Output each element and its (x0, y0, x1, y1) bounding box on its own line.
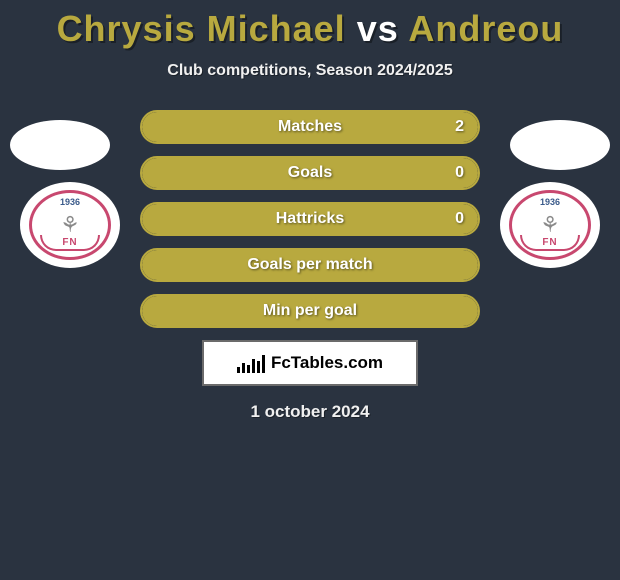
club-abbr: FN (520, 235, 580, 251)
brand-box: FcTables.com (202, 340, 418, 386)
bar-icon-segment (257, 361, 260, 373)
player2-name: Andreou (408, 8, 563, 49)
player2-avatar (510, 120, 610, 170)
club-year: 1936 (60, 197, 80, 207)
comparison-content: 1936 ⚘ FN 1936 ⚘ FN Matches2Goals0Hattri… (0, 110, 620, 328)
bar-icon-segment (252, 359, 255, 373)
stat-value-right: 0 (455, 210, 464, 228)
stat-value-right: 0 (455, 164, 464, 182)
vs-text: vs (357, 8, 399, 49)
stat-rows: Matches2Goals0Hattricks0Goals per matchM… (140, 110, 480, 328)
club-year: 1936 (540, 197, 560, 207)
stat-label: Goals per match (142, 256, 478, 274)
stat-label: Hattricks (142, 210, 478, 228)
stat-row: Goals per match (140, 248, 480, 282)
stat-row: Min per goal (140, 294, 480, 328)
player1-name: Chrysis Michael (57, 8, 346, 49)
date-text: 1 october 2024 (0, 402, 620, 422)
stat-label: Matches (142, 118, 478, 136)
club-abbr: FN (40, 235, 100, 251)
player1-club-logo: 1936 ⚘ FN (20, 182, 120, 268)
bar-icon-segment (262, 355, 265, 373)
subtitle: Club competitions, Season 2024/2025 (0, 62, 620, 80)
bar-icon-segment (242, 363, 245, 373)
stat-label: Min per goal (142, 302, 478, 320)
player1-avatar (10, 120, 110, 170)
stat-value-right: 2 (455, 118, 464, 136)
stat-row: Hattricks0 (140, 202, 480, 236)
chart-icon (237, 353, 265, 373)
bar-icon-segment (237, 367, 240, 373)
stat-row: Goals0 (140, 156, 480, 190)
brand-text: FcTables.com (271, 353, 383, 373)
stat-label: Goals (142, 164, 478, 182)
bar-icon-segment (247, 365, 250, 373)
stat-row: Matches2 (140, 110, 480, 144)
player2-club-logo: 1936 ⚘ FN (500, 182, 600, 268)
page-title: Chrysis Michael vs Andreou (0, 0, 620, 50)
